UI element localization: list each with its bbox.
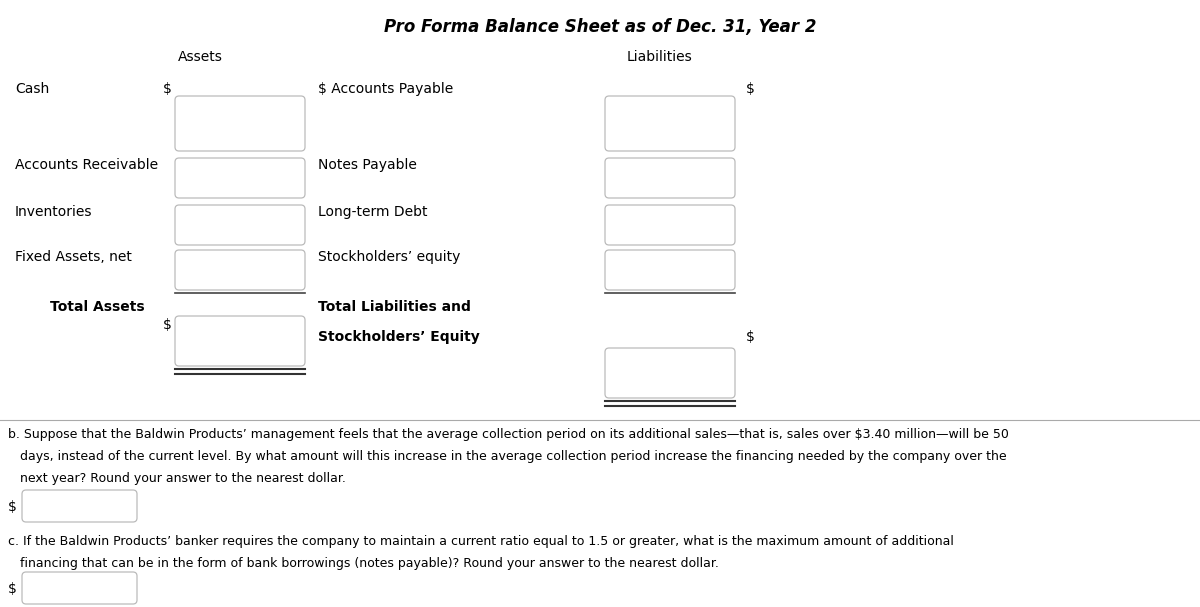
Text: $: $ [746, 330, 755, 344]
FancyBboxPatch shape [605, 158, 734, 198]
Text: Liabilities: Liabilities [628, 50, 692, 64]
Text: Inventories: Inventories [14, 205, 92, 219]
FancyBboxPatch shape [175, 205, 305, 245]
Text: $: $ [746, 82, 755, 96]
FancyBboxPatch shape [175, 96, 305, 151]
Text: Assets: Assets [178, 50, 222, 64]
FancyBboxPatch shape [22, 490, 137, 522]
Text: Total Liabilities and: Total Liabilities and [318, 300, 470, 314]
FancyBboxPatch shape [605, 96, 734, 151]
Text: b. Suppose that the Baldwin Products’ management feels that the average collecti: b. Suppose that the Baldwin Products’ ma… [8, 428, 1009, 441]
FancyBboxPatch shape [175, 250, 305, 290]
Text: Long-term Debt: Long-term Debt [318, 205, 427, 219]
Text: $: $ [163, 318, 172, 332]
Text: $: $ [8, 582, 17, 596]
Text: Total Assets: Total Assets [50, 300, 145, 314]
FancyBboxPatch shape [175, 158, 305, 198]
Text: Cash: Cash [14, 82, 49, 96]
Text: financing that can be in the form of bank borrowings (notes payable)? Round your: financing that can be in the form of ban… [8, 557, 719, 570]
Text: $: $ [163, 82, 172, 96]
FancyBboxPatch shape [605, 205, 734, 245]
Text: $ Accounts Payable: $ Accounts Payable [318, 82, 454, 96]
Text: $: $ [8, 500, 17, 514]
Text: Notes Payable: Notes Payable [318, 158, 416, 172]
FancyBboxPatch shape [605, 348, 734, 398]
Text: next year? Round your answer to the nearest dollar.: next year? Round your answer to the near… [8, 472, 346, 485]
Text: Stockholders’ equity: Stockholders’ equity [318, 250, 461, 264]
Text: Accounts Receivable: Accounts Receivable [14, 158, 158, 172]
Text: Pro Forma Balance Sheet as of Dec. 31, Year 2: Pro Forma Balance Sheet as of Dec. 31, Y… [384, 18, 816, 36]
Text: Fixed Assets, net: Fixed Assets, net [14, 250, 132, 264]
Text: days, instead of the current level. By what amount will this increase in the ave: days, instead of the current level. By w… [8, 450, 1007, 463]
Text: Stockholders’ Equity: Stockholders’ Equity [318, 330, 480, 344]
FancyBboxPatch shape [605, 250, 734, 290]
FancyBboxPatch shape [22, 572, 137, 604]
Text: c. If the Baldwin Products’ banker requires the company to maintain a current ra: c. If the Baldwin Products’ banker requi… [8, 535, 954, 548]
FancyBboxPatch shape [175, 316, 305, 366]
